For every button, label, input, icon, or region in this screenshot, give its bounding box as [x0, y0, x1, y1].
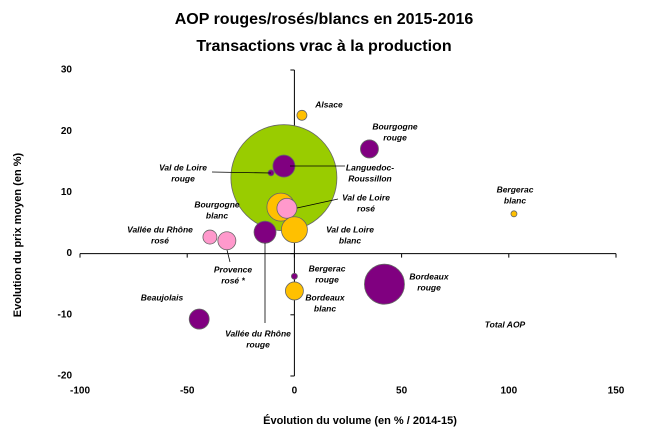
leader-line	[226, 249, 231, 263]
point-label: rosé	[357, 203, 375, 213]
chart-title: AOP rouges/rosés/blancs en 2015-2016	[175, 11, 474, 28]
point-label: Vallée du Rhône	[127, 224, 193, 234]
x-tick-label: 0	[292, 386, 298, 397]
bubble	[360, 139, 379, 159]
bubble	[280, 216, 308, 244]
point-label: rouge	[171, 173, 195, 183]
point-label: Alsace	[314, 99, 343, 109]
y-axis-label: Evolution du prix moyen (en %)	[12, 152, 24, 317]
point-label: Total AOP	[485, 319, 526, 329]
bubble	[276, 197, 298, 219]
x-tick-label: 50	[396, 386, 408, 397]
bubble	[284, 281, 304, 301]
chart-subtitle: Transactions vrac à la production	[196, 38, 451, 55]
point-label: rosé	[151, 235, 169, 245]
y-tick-label: 30	[61, 65, 73, 76]
bubble	[253, 220, 277, 244]
point-label: Val de Loire	[342, 192, 390, 202]
point-label: Bergerac	[497, 184, 534, 194]
x-tick-label: -100	[70, 386, 90, 397]
point-label: Vallée du Rhône	[225, 328, 291, 338]
y-tick-label: 10	[61, 187, 73, 198]
bubble	[510, 210, 518, 218]
point-label: Roussillon	[348, 173, 391, 183]
point-label: rouge	[246, 339, 270, 349]
bubble	[202, 229, 218, 245]
y-tick-label: 0	[66, 248, 72, 259]
leader-line	[211, 171, 272, 174]
point-label: Bordeaux	[409, 271, 449, 281]
point-label: blanc	[504, 195, 526, 205]
point-label: blanc	[314, 303, 336, 313]
point-label: Bourgogne	[372, 121, 418, 131]
point-label: Val de Loire	[159, 162, 207, 172]
point-label: Provence	[214, 264, 253, 274]
bubble	[290, 272, 298, 280]
x-axis-label: Évolution du volume (en % / 2014-15)	[263, 414, 457, 427]
bubble	[217, 231, 237, 251]
bubble	[188, 308, 210, 330]
y-tick-label: -20	[58, 371, 73, 382]
x-tick-label: -50	[180, 386, 195, 397]
point-label: Beaujolais	[141, 292, 184, 302]
leader-line	[296, 198, 339, 209]
y-tick-label: -10	[58, 309, 73, 320]
bubble	[364, 263, 405, 305]
x-tick-label: 100	[500, 386, 517, 397]
point-label: blanc	[339, 235, 361, 245]
point-label: rouge	[417, 282, 441, 292]
point-label: Bergerac	[309, 263, 346, 273]
point-label: Val de Loire	[326, 224, 374, 234]
point-label: Languedoc-	[346, 162, 394, 172]
bubble	[296, 109, 308, 121]
x-tick-label: 150	[608, 386, 625, 397]
point-label: Bourgogne	[194, 199, 240, 209]
point-label: blanc	[206, 210, 228, 220]
point-label: rosé *	[221, 275, 245, 285]
point-label: rouge	[383, 132, 407, 142]
point-label: Bordeaux	[305, 292, 345, 302]
y-tick-label: 20	[61, 126, 73, 137]
point-label: rouge	[315, 274, 339, 284]
